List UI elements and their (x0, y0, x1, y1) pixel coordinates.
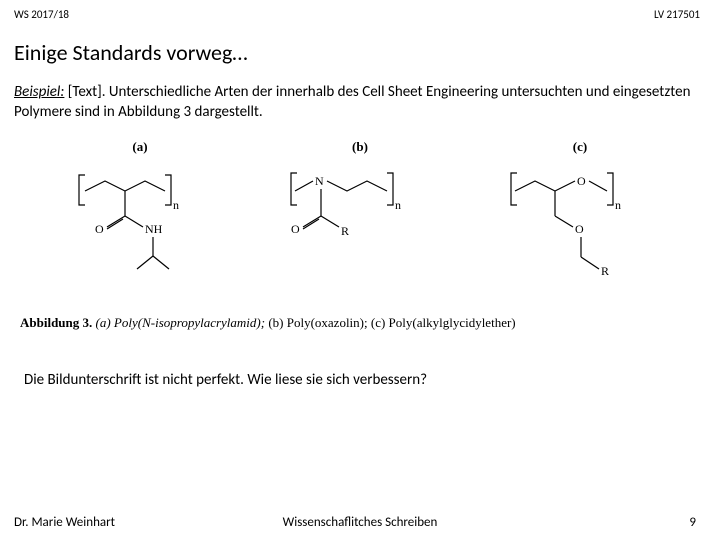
svg-text:R: R (341, 224, 349, 238)
footer-title: Wissenschaflitches Schreiben (283, 515, 438, 530)
structure-a-svg: n O NH (65, 161, 215, 301)
structure-b-label: (b) (250, 139, 470, 155)
discussion-question: Die Bildunterschrift ist nicht perfekt. … (0, 331, 720, 389)
svg-text:N: N (315, 174, 324, 188)
svg-text:O: O (575, 222, 584, 236)
repeat-n-c: n (615, 198, 621, 212)
structure-c-label: (c) (470, 139, 690, 155)
repeat-n-a: n (173, 198, 179, 212)
example-label: Beispiel: (14, 83, 64, 101)
structure-b-svg: N n O R (275, 161, 445, 301)
svg-text:R: R (601, 264, 609, 278)
body-paragraph: Beispiel: [Text]. Unterschiedliche Arten… (0, 76, 720, 123)
structure-b: (b) N n O R (250, 139, 470, 301)
svg-text:O: O (95, 222, 104, 236)
caption-label: Abbildung 3. (20, 315, 92, 330)
caption-a-name: (a) Poly(N-isopropylacrylamid); (92, 315, 265, 330)
header-right: LV 217501 (654, 8, 700, 21)
body-text: [Text]. Unterschiedliche Arten der inner… (14, 83, 690, 121)
figure-caption: Abbildung 3. (a) Poly(N-isopropylacrylam… (0, 301, 720, 331)
slide-footer: Dr. Marie Weinhart Wissenschaflitches Sc… (0, 515, 720, 530)
slide-title: Einige Standards vorweg… (0, 21, 720, 76)
structure-c-svg: O n O R (495, 161, 665, 301)
figure-area: (a) n O NH (b) (0, 139, 720, 301)
header-left: WS 2017/18 (14, 8, 69, 21)
slide-header: WS 2017/18 LV 217501 (0, 0, 720, 21)
caption-rest: (b) Poly(oxazolin); (c) Poly(alkylglycid… (265, 315, 516, 330)
svg-text:O: O (577, 174, 586, 188)
footer-author: Dr. Marie Weinhart (14, 515, 115, 530)
svg-text:O: O (291, 222, 300, 236)
structure-a: (a) n O NH (30, 139, 250, 301)
structure-c: (c) O n O R (470, 139, 690, 301)
structure-a-label: (a) (30, 139, 250, 155)
repeat-n-b: n (395, 198, 401, 212)
svg-text:NH: NH (145, 222, 163, 236)
footer-page: 9 (689, 515, 696, 530)
